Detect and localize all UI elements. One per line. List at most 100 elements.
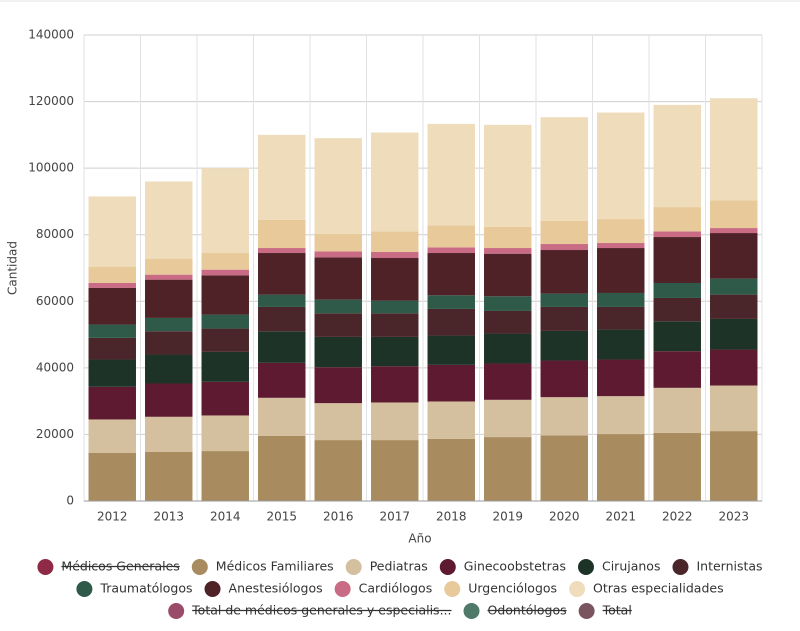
legend-item[interactable]: Otras especialidades <box>569 581 724 598</box>
bar-segment <box>371 132 419 232</box>
bar-segment <box>371 231 419 253</box>
legend-item[interactable]: Pediatras <box>345 559 428 576</box>
bar-segment <box>88 267 136 283</box>
legend-swatch <box>76 581 93 597</box>
x-tick-label: 2023 <box>718 510 749 524</box>
bar-segment <box>88 196 136 268</box>
legend-item[interactable]: Total de médicos generales y especialis.… <box>168 603 452 620</box>
legend-item[interactable]: Ginecoobstetras <box>439 559 566 576</box>
bar-segment <box>258 306 306 332</box>
legend-label: Urgenciólogos <box>468 581 557 596</box>
grid <box>83 34 763 502</box>
bar-segment <box>540 435 588 501</box>
bar-segment <box>201 275 249 315</box>
bar-segment <box>540 117 588 221</box>
bar-segment <box>484 248 532 254</box>
bar-segment <box>484 363 532 400</box>
bar-segment <box>427 401 475 439</box>
bar-segment <box>201 351 249 382</box>
y-tick-label: 120000 <box>28 94 74 108</box>
bar-segment <box>484 310 532 334</box>
bar-segment <box>88 287 136 325</box>
x-tick-label: 2016 <box>323 510 354 524</box>
y-tick-label: 100000 <box>28 161 74 175</box>
bar-segment <box>88 337 136 360</box>
bar-segment <box>258 134 306 220</box>
bar-segment <box>88 282 136 288</box>
bar-segment <box>314 251 362 258</box>
legend-label: Odontólogos <box>488 603 567 618</box>
bar-segment <box>540 330 588 361</box>
legend-item[interactable]: Médicos Generales <box>37 559 180 576</box>
legend-label: Total de médicos generales y especialis.… <box>191 603 451 618</box>
bar-segment <box>653 297 701 322</box>
bar-segment <box>540 250 588 294</box>
bar-segment <box>484 296 532 311</box>
bar-segment <box>258 362 306 398</box>
bar-segment <box>653 231 701 238</box>
legend-item[interactable]: Total <box>578 603 632 620</box>
bar-segment <box>145 258 193 275</box>
x-tick-label: 2013 <box>153 510 184 524</box>
bar-segment <box>540 397 588 436</box>
bar-segment <box>710 385 758 432</box>
legend-item[interactable]: Urgenciólogos <box>444 581 557 598</box>
bar-segment <box>145 383 193 417</box>
x-tick-label: 2021 <box>605 510 636 524</box>
bar-segment <box>314 440 362 501</box>
x-tick-label: 2014 <box>210 510 241 524</box>
legend-item[interactable]: Cardiólogos <box>334 581 433 598</box>
bar-segment <box>371 402 419 441</box>
bar-segment <box>88 386 136 420</box>
bar-segment <box>201 253 249 270</box>
legend-label: Médicos Generales <box>61 559 179 574</box>
bar-segment <box>258 248 306 254</box>
bar-segment <box>371 366 419 403</box>
bar-segment <box>710 233 758 279</box>
legend-swatch <box>444 581 461 597</box>
bar-segment <box>653 104 701 208</box>
bar-segment <box>258 219 306 249</box>
bar-segment <box>427 438 475 501</box>
bar-segment <box>427 364 475 402</box>
bar-segment <box>710 98 758 201</box>
legend-item[interactable]: Traumatólogos <box>76 581 193 598</box>
bar-segment <box>371 258 419 301</box>
legend-item[interactable]: Médicos Familiares <box>191 559 334 576</box>
bar-segment <box>201 168 249 254</box>
legend-item[interactable]: Odontólogos <box>463 603 567 620</box>
legend-swatch <box>168 603 185 619</box>
legend-label: Anestesiólogos <box>229 581 323 596</box>
bar-segment <box>653 282 701 298</box>
bar-segment <box>710 349 758 386</box>
bar-segment <box>597 306 645 330</box>
y-tick-label: 60000 <box>36 294 74 308</box>
bar-segment <box>314 299 362 314</box>
legend-swatch <box>672 559 689 575</box>
bar-segment <box>653 387 701 433</box>
bar-segment <box>597 248 645 293</box>
legend-swatch <box>577 559 594 575</box>
legend-item[interactable]: Anestesiólogos <box>204 581 323 598</box>
legend-swatch <box>463 603 480 619</box>
bar-segment <box>371 252 419 259</box>
bar-segment <box>427 247 475 254</box>
bar-segment <box>427 295 475 309</box>
bar-segment <box>201 269 249 276</box>
bar-segment <box>597 396 645 435</box>
bar-segment <box>145 331 193 355</box>
bar-segment <box>540 306 588 331</box>
bar-segment <box>201 381 249 416</box>
legend-item[interactable]: Cirujanos <box>577 559 660 576</box>
bar-segment <box>145 451 193 501</box>
bar-segment <box>710 294 758 319</box>
bar-segment <box>484 437 532 501</box>
legend-item[interactable]: Internistas <box>672 559 763 576</box>
bar-segment <box>597 359 645 397</box>
bar-segment <box>145 416 193 452</box>
legend-label: Cirujanos <box>602 559 660 574</box>
bar-segment <box>314 234 362 252</box>
x-tick-label: 2012 <box>97 510 128 524</box>
y-tick-label: 20000 <box>36 427 74 441</box>
